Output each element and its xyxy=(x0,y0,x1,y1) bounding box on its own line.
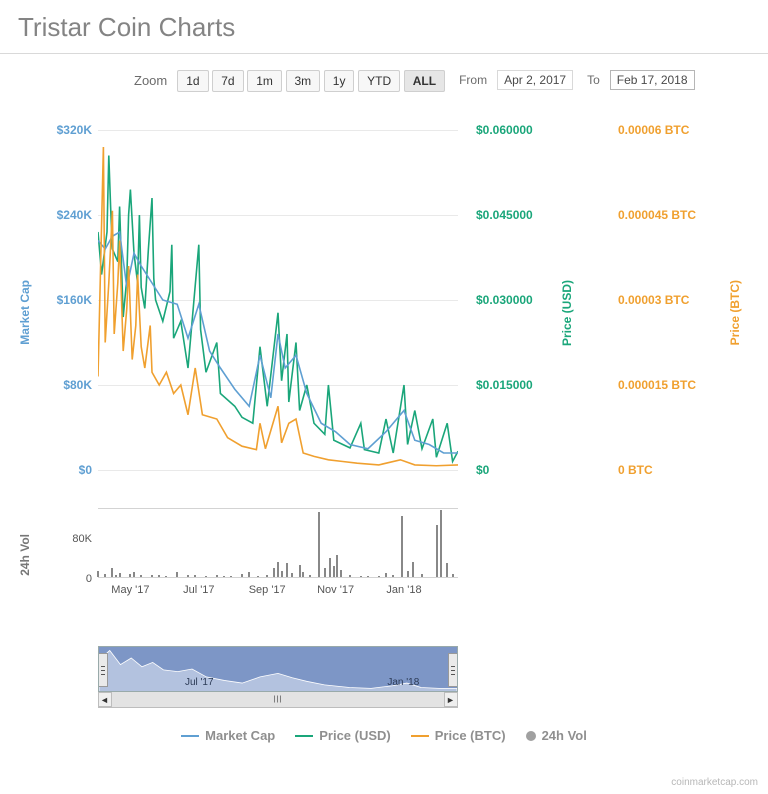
tick-price-btc: 0.00006 BTC xyxy=(618,123,689,137)
tick-marketcap: $0 xyxy=(79,463,92,477)
zoom-all[interactable]: ALL xyxy=(404,70,445,92)
tick-price-btc: 0.000015 BTC xyxy=(618,378,696,392)
tick-price-usd: $0.045000 xyxy=(476,208,533,222)
x-tick: Jul '17 xyxy=(183,584,214,596)
navigator-scroll-right[interactable]: ► xyxy=(444,692,458,707)
navigator[interactable]: Jul '17 Jan '18 ◄ ||| ► xyxy=(98,646,458,708)
x-tick: May '17 xyxy=(111,584,149,596)
legend-label: Price (BTC) xyxy=(435,728,506,743)
legend-label: 24h Vol xyxy=(542,728,587,743)
zoom-label: Zoom xyxy=(134,73,167,88)
x-axis: May '17 Jul '17 Sep '17 Nov '17 Jan '18 xyxy=(0,584,768,602)
x-tick: Jan '18 xyxy=(386,584,421,596)
from-label: From xyxy=(459,73,487,87)
legend-label: Price (USD) xyxy=(319,728,391,743)
legend-item[interactable]: Price (BTC) xyxy=(411,728,506,743)
legend: Market Cap Price (USD) Price (BTC) 24h Vol xyxy=(0,728,768,743)
navigator-scrollbar[interactable]: ◄ ||| ► xyxy=(98,692,458,708)
zoom-ytd[interactable]: YTD xyxy=(358,70,400,92)
legend-line-icon xyxy=(411,735,429,737)
tick-price-usd: $0.030000 xyxy=(476,293,533,307)
price-chart[interactable]: Market Cap Price (USD) Price (BTC) $0 $0 0… xyxy=(0,130,768,490)
date-to[interactable]: Feb 17, 2018 xyxy=(610,70,695,90)
tick-price-btc: 0 BTC xyxy=(618,463,653,477)
tick-marketcap: $80K xyxy=(63,378,92,392)
navigator-handle-right[interactable] xyxy=(448,653,458,687)
navigator-handle-left[interactable] xyxy=(98,653,108,687)
zoom-1m[interactable]: 1m xyxy=(247,70,282,92)
legend-item[interactable]: 24h Vol xyxy=(526,728,587,743)
axis-label-price-usd: Price (USD) xyxy=(560,280,574,346)
tick-marketcap: $160K xyxy=(57,293,92,307)
tick-price-usd: $0 xyxy=(476,463,489,477)
tick-volume: 80K xyxy=(72,533,92,545)
x-tick: Nov '17 xyxy=(317,584,354,596)
legend-line-icon xyxy=(295,735,313,737)
tick-price-usd: $0.060000 xyxy=(476,123,533,137)
date-from[interactable]: Apr 2, 2017 xyxy=(497,70,573,90)
x-tick: Sep '17 xyxy=(249,584,286,596)
page-title: Tristar Coin Charts xyxy=(0,0,768,43)
legend-item[interactable]: Market Cap xyxy=(181,728,275,743)
navigator-tick: Jan '18 xyxy=(387,677,419,688)
tick-marketcap: $240K xyxy=(57,208,92,222)
to-label: To xyxy=(587,73,600,87)
attribution: coinmarketcap.com xyxy=(671,777,758,788)
legend-dot-icon xyxy=(526,731,536,741)
legend-item[interactable]: Price (USD) xyxy=(295,728,391,743)
volume-chart[interactable]: 24h Vol 080K xyxy=(0,508,768,578)
axis-label-price-btc: Price (BTC) xyxy=(728,280,742,345)
zoom-1y[interactable]: 1y xyxy=(324,70,355,92)
navigator-scroll-left[interactable]: ◄ xyxy=(98,692,112,707)
zoom-3m[interactable]: 3m xyxy=(286,70,321,92)
zoom-7d[interactable]: 7d xyxy=(212,70,243,92)
tick-marketcap: $320K xyxy=(57,123,92,137)
tick-price-btc: 0.00003 BTC xyxy=(618,293,689,307)
axis-label-marketcap: Market Cap xyxy=(18,280,32,345)
volume-label: 24h Vol xyxy=(18,534,32,576)
zoom-1d[interactable]: 1d xyxy=(177,70,208,92)
legend-label: Market Cap xyxy=(205,728,275,743)
zoom-row: Zoom 1d 7d 1m 3m 1y YTD ALL From Apr 2, … xyxy=(0,54,768,90)
legend-line-icon xyxy=(181,735,199,737)
tick-price-usd: $0.015000 xyxy=(476,378,533,392)
navigator-tick: Jul '17 xyxy=(185,677,214,688)
tick-price-btc: 0.000045 BTC xyxy=(618,208,696,222)
